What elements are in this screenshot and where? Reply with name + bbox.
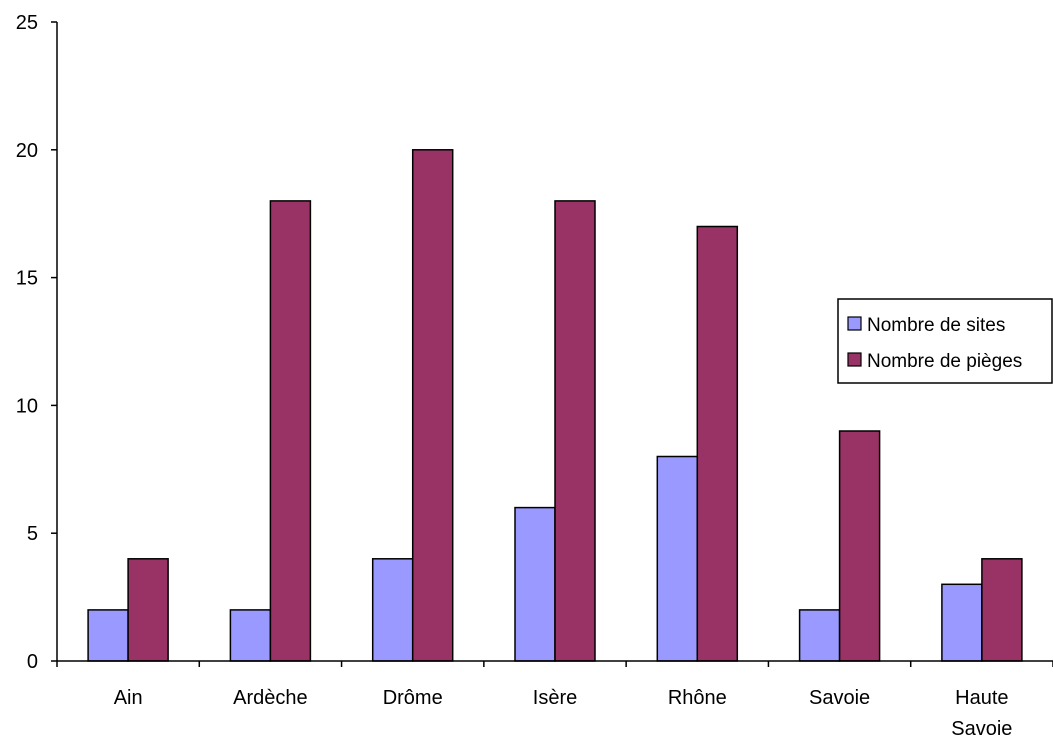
x-label-1: Ardèche (233, 687, 308, 709)
bar-sites-3 (514, 506, 556, 662)
x-label-6: Haute Savoie (951, 687, 1012, 740)
y-tick-label-2: 10 (16, 395, 38, 417)
bar-pieges-5 (838, 430, 881, 662)
axes-layer (51, 21, 1053, 667)
bar-sites-4 (656, 455, 699, 662)
bar-pieges-0 (127, 558, 169, 662)
legend-swatch-1 (847, 352, 862, 367)
x-tick-labels: Ain Ardèche Drôme Isère Rhône Savoie Haute Savo… (114, 687, 1013, 740)
y-tick-label-5: 25 (16, 12, 38, 34)
x-label-2: Drôme (383, 687, 443, 709)
y-tick-label-1: 5 (27, 523, 38, 545)
x-label-3: Isère (533, 687, 577, 709)
bar-sites-2 (371, 558, 414, 662)
bar-sites-0 (87, 609, 129, 662)
bar-pieges-2 (411, 149, 454, 662)
legend-swatch-0 (847, 316, 862, 331)
y-tick-labels: 0 5 10 15 20 25 (16, 12, 38, 673)
y-tick-label-0: 0 (27, 651, 38, 673)
bar-pieges-6 (981, 558, 1023, 662)
bar-pieges-4 (696, 225, 739, 662)
x-label-5: Savoie (809, 687, 870, 709)
bar-sites-5 (798, 609, 841, 662)
legend-label-1: Nombre de pièges (867, 351, 1022, 372)
legend-box (837, 298, 1053, 384)
x-label-4: Rhône (668, 687, 727, 709)
legend-label-0: Nombre de sites (867, 315, 1005, 336)
y-tick-label-3: 15 (16, 268, 38, 290)
bar-sites-1 (229, 609, 272, 662)
bar-pieges-1 (269, 200, 312, 662)
legend: Nombre de sites Nombre de pièges (837, 298, 1053, 384)
x-label-0: Ain (114, 687, 143, 709)
bar-sites-6 (941, 583, 983, 662)
bars-layer (87, 149, 1023, 662)
y-tick-label-4: 20 (16, 140, 38, 162)
bar-pieges-3 (554, 200, 596, 662)
